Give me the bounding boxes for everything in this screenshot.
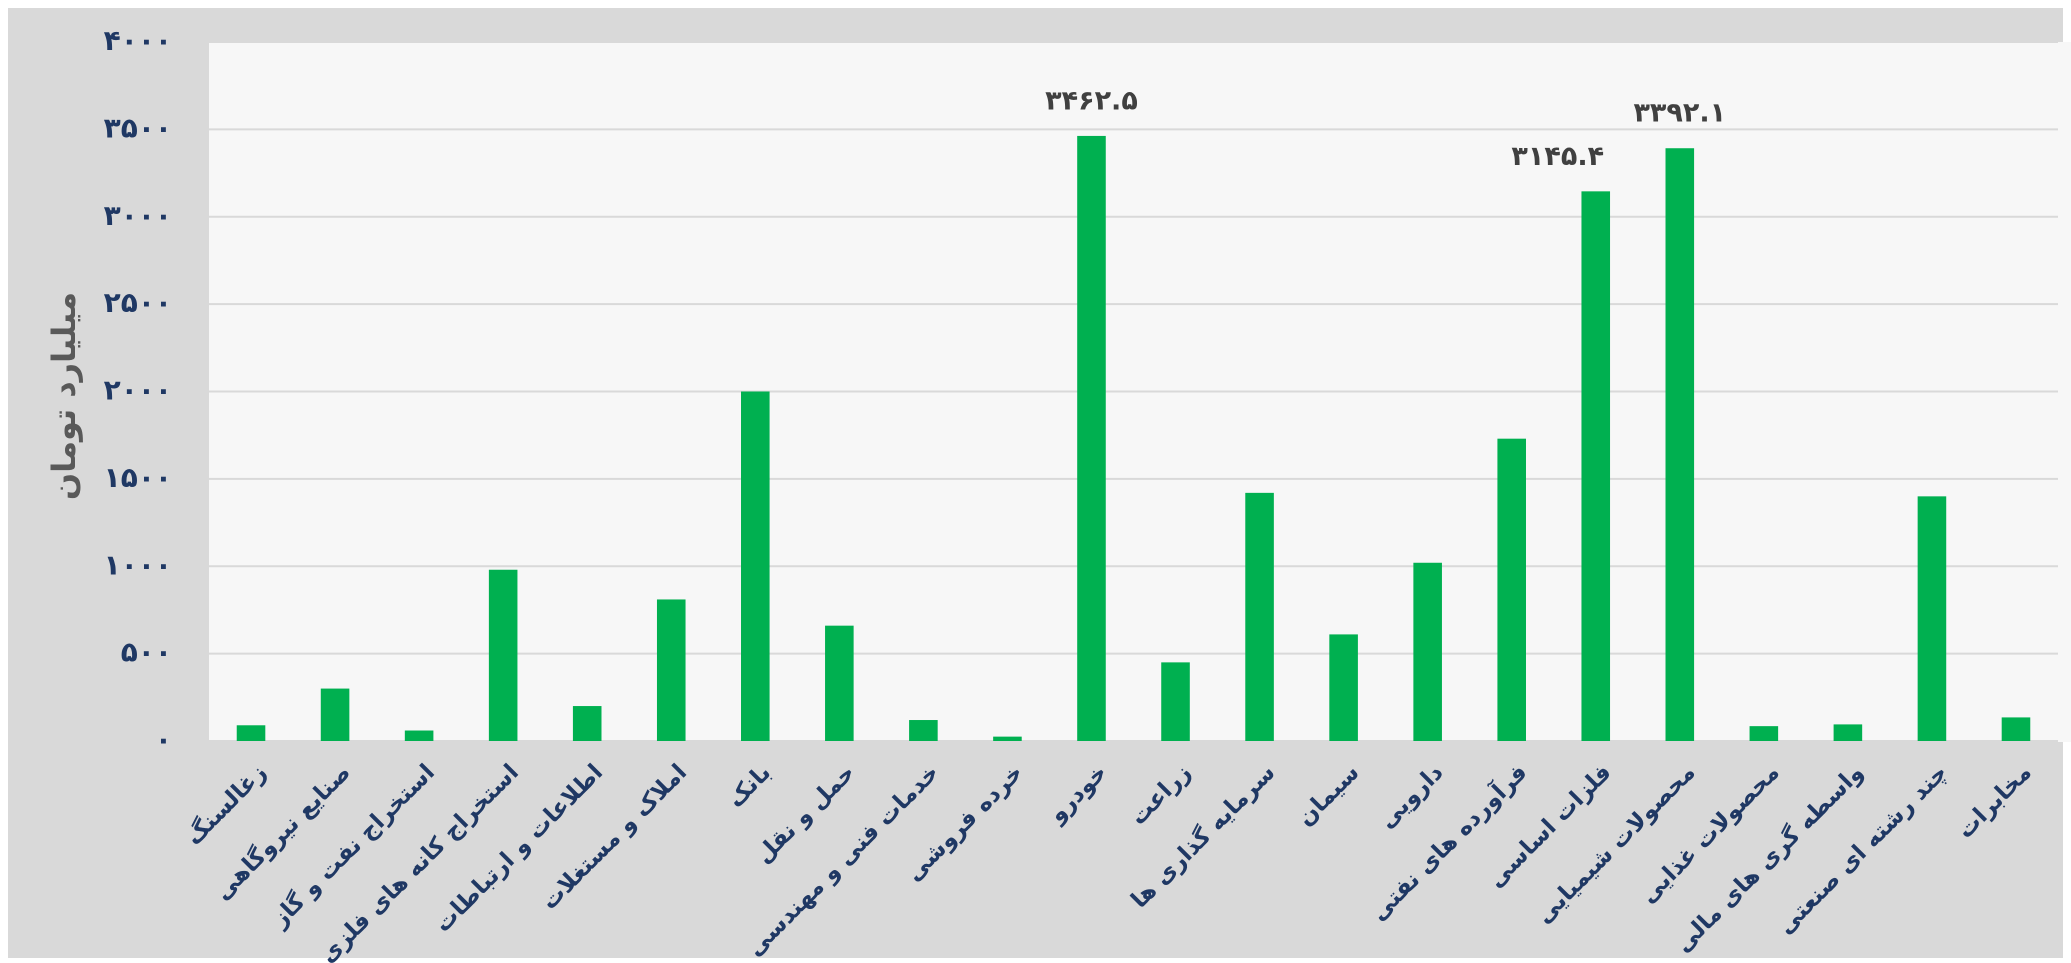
y-tick-label: ۲۵۰۰ bbox=[104, 286, 172, 319]
bar bbox=[320, 688, 350, 741]
data-label: ۳۳۹۲.۱ bbox=[1633, 98, 1726, 129]
data-label: ۳۱۴۵.۴ bbox=[1511, 141, 1604, 172]
y-tick-label: ۴۰۰۰ bbox=[104, 24, 172, 57]
bar bbox=[1581, 191, 1611, 741]
bar bbox=[1245, 492, 1274, 741]
y-tick-label: ۰ bbox=[155, 723, 172, 756]
bar bbox=[656, 599, 686, 741]
bar bbox=[1497, 438, 1526, 741]
bar bbox=[993, 736, 1022, 741]
y-tick-label: ۵۰۰ bbox=[121, 636, 172, 669]
bar bbox=[1329, 634, 1358, 741]
bar bbox=[2001, 717, 2031, 741]
bar bbox=[488, 569, 518, 741]
bar bbox=[909, 720, 938, 741]
bar bbox=[1077, 135, 1106, 742]
data-label: ۳۴۶۲.۵ bbox=[1045, 85, 1138, 116]
bar bbox=[1917, 496, 1947, 741]
bar bbox=[1749, 726, 1779, 741]
bar bbox=[404, 730, 434, 741]
bar bbox=[572, 706, 602, 741]
y-axis-title: میلیارد تومان bbox=[45, 292, 83, 500]
y-tick-label: ۳۰۰۰ bbox=[104, 199, 172, 232]
y-tick-label: ۲۰۰۰ bbox=[104, 374, 172, 407]
y-tick-label: ۱۰۰۰ bbox=[104, 548, 172, 581]
bar bbox=[1413, 562, 1442, 741]
bar bbox=[1161, 662, 1190, 741]
y-tick-label: ۳۵۰۰ bbox=[104, 111, 172, 144]
bar bbox=[1833, 724, 1863, 741]
bar bbox=[1665, 148, 1695, 741]
bar bbox=[236, 725, 266, 741]
y-tick-label: ۱۵۰۰ bbox=[104, 461, 172, 494]
bar bbox=[825, 625, 854, 741]
bar bbox=[741, 391, 770, 741]
